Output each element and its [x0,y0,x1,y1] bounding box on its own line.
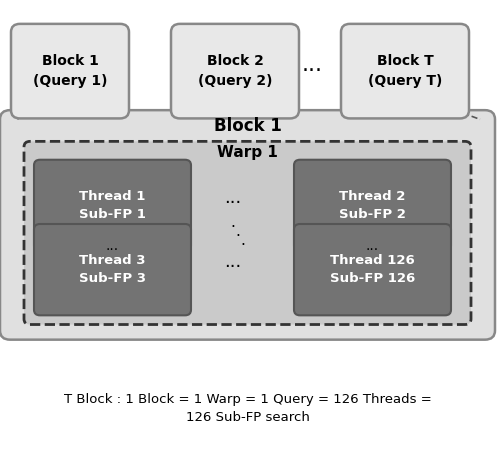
Text: Warp 1: Warp 1 [217,145,278,160]
Text: ···: ··· [224,194,241,212]
Text: Thread 3
Sub-FP 3: Thread 3 Sub-FP 3 [79,254,146,285]
FancyBboxPatch shape [294,224,451,315]
Text: ·: · [235,229,240,244]
FancyBboxPatch shape [24,141,471,325]
Text: ···: ··· [366,243,379,257]
Text: ···: ··· [106,243,119,257]
Text: ···: ··· [302,61,323,81]
Text: Thread 1
Sub-FP 1: Thread 1 Sub-FP 1 [79,190,146,221]
Text: ·: · [240,238,245,253]
Text: ···: ··· [224,258,241,276]
Text: Block 2
(Query 2): Block 2 (Query 2) [198,55,272,88]
FancyBboxPatch shape [294,160,451,251]
Text: Block T
(Query T): Block T (Query T) [368,55,442,88]
Text: T Block : 1 Block = 1 Warp = 1 Query = 126 Threads =
126 Sub-FP search: T Block : 1 Block = 1 Warp = 1 Query = 1… [64,393,432,424]
Text: Thread 2
Sub-FP 2: Thread 2 Sub-FP 2 [339,190,406,221]
Text: ·: · [230,220,235,235]
FancyBboxPatch shape [171,24,299,118]
FancyBboxPatch shape [34,160,191,251]
Text: Block 1: Block 1 [214,117,282,135]
Text: Thread 126
Sub-FP 126: Thread 126 Sub-FP 126 [330,254,415,285]
FancyBboxPatch shape [0,110,495,340]
FancyBboxPatch shape [341,24,469,118]
Text: Block 1
(Query 1): Block 1 (Query 1) [33,55,107,88]
FancyBboxPatch shape [11,24,129,118]
FancyBboxPatch shape [34,224,191,315]
